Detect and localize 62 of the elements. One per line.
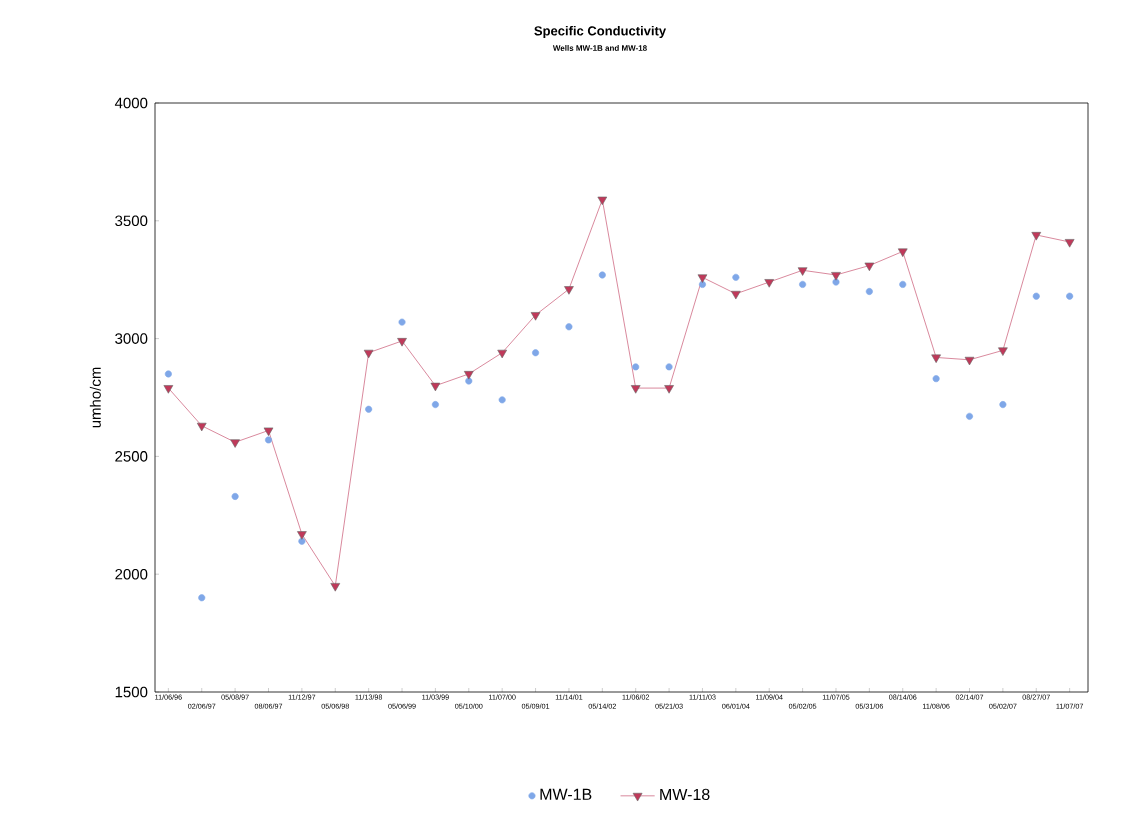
point — [330, 583, 341, 592]
point — [465, 377, 473, 385]
point — [1031, 232, 1042, 241]
point — [1066, 292, 1074, 300]
point — [598, 271, 606, 279]
chart-subtitle: Wells MW-1B and MW-18 — [552, 45, 647, 51]
point — [431, 401, 439, 409]
point — [797, 267, 808, 276]
point — [297, 531, 307, 540]
y-tick-label: 2000 — [115, 568, 148, 580]
point — [899, 280, 907, 288]
point — [263, 427, 274, 436]
point — [966, 412, 974, 420]
point — [865, 287, 873, 295]
point — [597, 196, 608, 206]
point — [664, 385, 674, 394]
point — [1032, 292, 1040, 300]
point — [999, 401, 1007, 409]
y-axis-title: umho/cm — [89, 367, 101, 428]
point — [498, 396, 506, 404]
point — [230, 439, 240, 448]
chart-title: Specific Conductivity — [534, 25, 667, 39]
point — [1064, 239, 1075, 248]
point — [497, 349, 507, 359]
point — [665, 363, 673, 371]
point — [564, 286, 574, 295]
point — [998, 347, 1008, 356]
y-tick-label: 3000 — [115, 333, 148, 344]
point — [198, 594, 206, 602]
point — [532, 349, 540, 357]
point — [864, 262, 875, 272]
legend-label: MW-18 — [660, 788, 710, 801]
point — [731, 290, 741, 300]
y-tick-label: 1500 — [115, 686, 148, 698]
point — [164, 370, 172, 378]
y-tick-label: 3500 — [115, 215, 148, 227]
point — [565, 323, 573, 331]
point — [964, 356, 975, 366]
point — [697, 274, 708, 283]
y-tick-label: 2500 — [115, 451, 148, 462]
point — [397, 338, 407, 347]
point — [931, 354, 941, 363]
point — [463, 371, 474, 380]
point — [365, 405, 373, 413]
point — [530, 312, 541, 321]
point — [799, 280, 807, 288]
point — [764, 279, 775, 288]
point — [932, 375, 940, 383]
point — [363, 349, 374, 359]
point — [831, 272, 841, 281]
point — [265, 436, 272, 444]
point — [630, 385, 641, 394]
point — [632, 363, 640, 371]
point — [196, 422, 207, 432]
point — [398, 318, 406, 326]
point — [732, 273, 740, 281]
point — [897, 248, 908, 257]
y-tick-label: 4000 — [114, 97, 148, 109]
legend-label: MW-1B — [540, 788, 592, 800]
point — [163, 385, 174, 394]
point — [430, 382, 441, 392]
point — [231, 492, 239, 500]
